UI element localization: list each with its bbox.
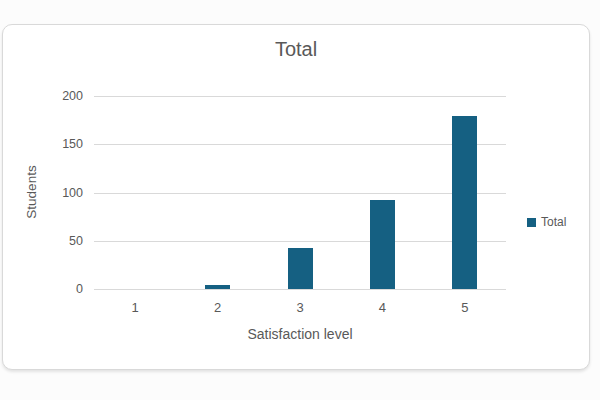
x-tick-label: 3 <box>278 300 322 316</box>
x-tick-label: 4 <box>360 300 404 316</box>
gridline <box>94 96 506 97</box>
y-axis-title: Students <box>24 165 39 218</box>
legend-label: Total <box>541 215 566 229</box>
gridline <box>94 144 506 145</box>
bar-category-4 <box>370 200 395 289</box>
x-tick-label: 1 <box>113 300 157 316</box>
x-tick-label: 2 <box>196 300 240 316</box>
bar-category-5 <box>452 116 477 289</box>
y-tick-label: 0 <box>43 281 83 297</box>
y-tick-label: 200 <box>43 88 83 104</box>
gridline <box>94 289 506 290</box>
legend: Total <box>527 215 566 229</box>
plot-area <box>94 96 506 289</box>
x-axis-title: Satisfaction level <box>94 326 506 342</box>
y-tick-label: 150 <box>43 136 83 152</box>
x-tick-label: 5 <box>443 300 487 316</box>
y-tick-label: 100 <box>43 185 83 201</box>
gridline <box>94 241 506 242</box>
chart-title: Total <box>3 38 589 61</box>
bar-category-2 <box>205 285 230 289</box>
bar-category-3 <box>288 248 313 289</box>
bar-chart[interactable]: Total Students 0 50 100 150 200 1 2 3 4 5 Satisf… <box>2 24 590 370</box>
gridline <box>94 193 506 194</box>
y-tick-label: 50 <box>43 233 83 249</box>
legend-swatch-icon <box>527 218 536 227</box>
